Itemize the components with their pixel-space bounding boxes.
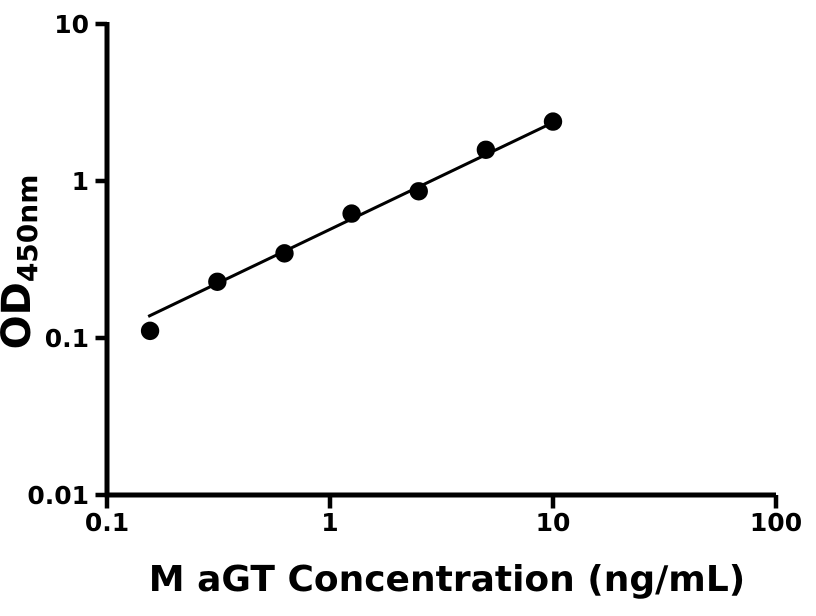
y-tick-label: 10 — [54, 10, 89, 39]
y-tick-label: 0.1 — [45, 324, 89, 353]
data-point — [543, 112, 563, 131]
data-series — [140, 112, 563, 341]
data-point — [275, 244, 294, 263]
data-point — [476, 140, 496, 160]
y-axis-tick-labels: 0.01 0.1 1 10 — [27, 10, 89, 510]
y-axis-ticks — [95, 21, 107, 498]
y-axis-title-main: OD — [0, 282, 40, 349]
x-axis-tick-labels: 0.1 1 10 100 — [85, 508, 802, 537]
y-axis-title: OD450nm — [0, 175, 44, 350]
x-axis-title: M aGT Concentration (ng/mL) — [149, 559, 745, 600]
y-tick-label: 1 — [72, 167, 89, 196]
data-point — [342, 204, 361, 223]
data-point — [208, 272, 227, 292]
x-tick-label: 0.1 — [85, 508, 129, 537]
data-point — [140, 321, 160, 341]
x-tick-label: 10 — [536, 508, 571, 537]
x-tick-label: 100 — [750, 508, 802, 537]
x-tick-label: 1 — [321, 508, 338, 537]
y-tick-label: 0.01 — [27, 481, 89, 510]
data-point — [409, 182, 428, 201]
y-axis-title-subscript: 450nm — [11, 175, 44, 283]
